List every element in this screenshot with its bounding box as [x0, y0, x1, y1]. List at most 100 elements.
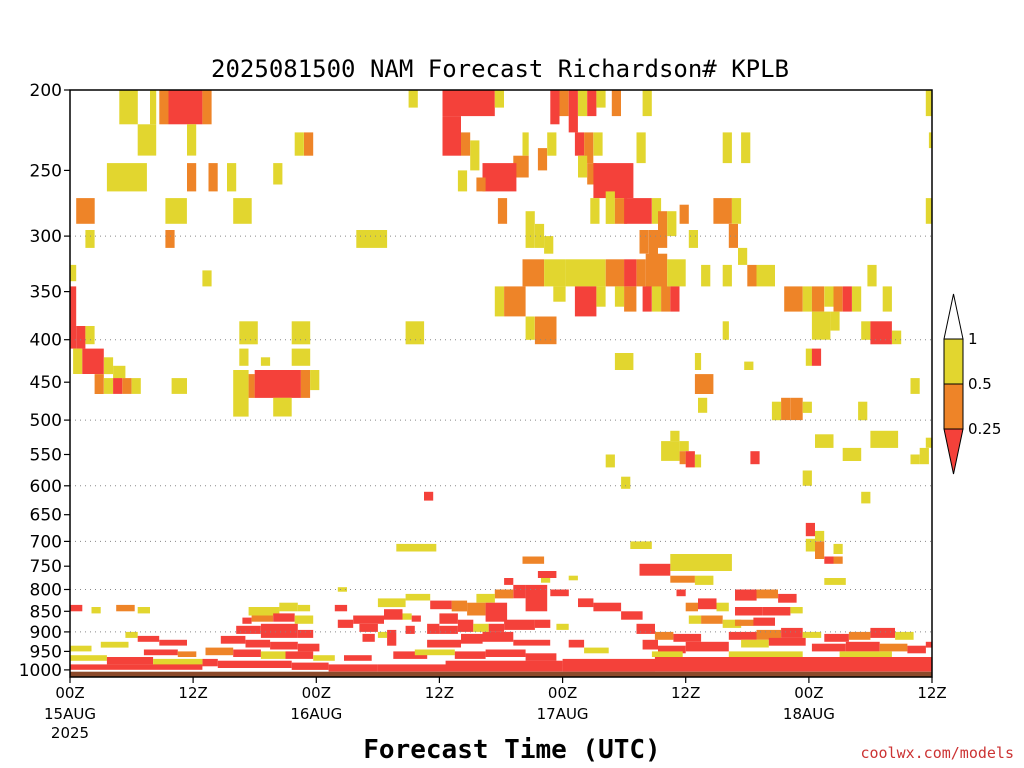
heatmap-cell — [254, 370, 301, 398]
heatmap-cell — [735, 607, 763, 616]
heatmap-cell — [270, 641, 298, 650]
heatmap-cell — [113, 365, 126, 379]
heatmap-cell — [461, 633, 483, 644]
heatmap-cell — [658, 645, 686, 654]
y-tick-label: 800 — [30, 581, 62, 601]
x-tick-label: 12Z — [671, 684, 700, 702]
heatmap-cell — [285, 651, 314, 659]
heatmap-cell — [747, 264, 757, 287]
heatmap-cell — [208, 163, 218, 192]
heatmap-cell — [624, 198, 652, 224]
plot-frame — [69, 89, 933, 678]
heatmap-cell — [457, 170, 468, 192]
heatmap-cell — [187, 163, 197, 192]
x-tick-label: 12Z — [425, 684, 454, 702]
y-tick-label: 250 — [30, 161, 62, 181]
heatmap-cell — [778, 593, 797, 603]
heatmap-cell — [442, 90, 495, 117]
heatmap-cell — [879, 643, 908, 652]
heatmap-cell — [679, 451, 686, 465]
heatmap-cell — [553, 286, 566, 302]
heatmap-cell — [781, 397, 791, 421]
heatmap-cell — [82, 348, 104, 374]
heatmap-cell — [525, 653, 557, 661]
heatmap-cell — [815, 530, 825, 542]
legend-swatch — [943, 428, 964, 475]
heatmap-cell — [504, 619, 535, 630]
heatmap-cell — [273, 163, 283, 185]
heatmap-cell — [593, 132, 603, 156]
heatmap-cell — [387, 629, 397, 646]
heatmap-cell — [639, 563, 671, 576]
heatmap-cell — [76, 326, 86, 349]
heatmap-cell — [830, 311, 840, 331]
heatmap-cell — [562, 658, 655, 672]
heatmap-cell — [824, 556, 834, 564]
heatmap-cell — [534, 619, 551, 628]
heatmap-cell — [673, 633, 702, 642]
heatmap-cell — [279, 602, 298, 612]
heatmap-cell — [485, 649, 526, 657]
heatmap-cell — [639, 230, 649, 254]
legend-swatch — [943, 383, 964, 430]
heatmap-cell — [679, 441, 689, 452]
y-tick-label: 1000 — [19, 661, 62, 681]
heatmap-cell — [73, 348, 83, 374]
heatmap-cell — [919, 447, 929, 465]
heatmap-cell — [537, 148, 548, 171]
heatmap-cell — [596, 286, 606, 307]
heatmap-cell — [187, 124, 197, 156]
heatmap-cell — [833, 556, 843, 564]
heatmap-cell — [630, 541, 652, 549]
heatmap-cell — [547, 132, 557, 156]
heatmap-cell — [861, 491, 871, 504]
heatmap-cell — [405, 625, 415, 634]
y-tick-label: 600 — [30, 477, 62, 497]
heatmap-cell — [815, 541, 825, 559]
heatmap-cell — [122, 378, 132, 394]
heatmap-cell — [297, 604, 311, 612]
heatmap-cell — [103, 357, 114, 375]
heatmap-cell — [728, 651, 803, 657]
heatmap-cell — [824, 633, 849, 642]
heatmap-cell — [522, 259, 545, 287]
heatmap-cell — [202, 270, 212, 287]
heatmap-cell — [648, 230, 658, 260]
heatmap-cell — [94, 374, 104, 394]
heatmap-cell — [694, 454, 702, 468]
heatmap-cell — [171, 378, 187, 394]
heatmap-cell — [377, 631, 388, 638]
heatmap-cell — [744, 361, 754, 370]
heatmap-cell — [239, 321, 258, 345]
x-tick-label: 00Z — [302, 684, 331, 702]
heatmap-cell — [771, 401, 782, 421]
heatmap-cell — [624, 286, 637, 312]
heatmap-cell — [522, 556, 545, 564]
heatmap-cell — [304, 132, 314, 156]
heatmap-cell — [125, 631, 138, 638]
heatmap-cell — [454, 651, 486, 659]
heatmap-cell — [867, 264, 877, 287]
heatmap-cell — [525, 211, 535, 248]
heatmap-cell — [596, 90, 606, 108]
heatmap-cell — [614, 353, 634, 370]
heatmap-cell — [621, 611, 643, 620]
heatmap-cell — [476, 593, 495, 603]
heatmap-cell — [537, 571, 557, 578]
heatmap-cell — [248, 374, 255, 398]
heatmap-cell — [694, 374, 714, 394]
heatmap-cell — [427, 623, 440, 634]
heatmap-cell — [824, 578, 846, 585]
heatmap-cell — [636, 132, 646, 164]
heatmap-cell — [494, 589, 514, 599]
heatmap-cell — [116, 604, 135, 612]
heatmap-cell — [541, 575, 551, 583]
heatmap-cell — [614, 286, 625, 307]
heatmap-cell — [113, 378, 123, 394]
heatmap-cell — [667, 259, 686, 287]
legend-swatch — [943, 293, 964, 340]
heatmap-cell — [722, 321, 729, 340]
heatmap-cell — [858, 401, 868, 421]
heatmap-cell — [654, 631, 674, 640]
